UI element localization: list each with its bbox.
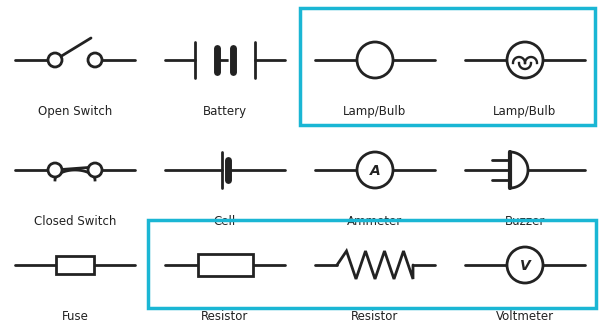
Text: Voltmeter: Voltmeter xyxy=(496,310,554,322)
Text: Open Switch: Open Switch xyxy=(38,105,112,118)
Circle shape xyxy=(357,152,393,188)
Text: V: V xyxy=(520,259,530,273)
Circle shape xyxy=(507,247,543,283)
Circle shape xyxy=(357,42,393,78)
Text: Lamp/Bulb: Lamp/Bulb xyxy=(343,105,407,118)
Text: Buzzer: Buzzer xyxy=(505,215,545,228)
Text: Ammeter: Ammeter xyxy=(347,215,403,228)
Circle shape xyxy=(48,53,62,67)
Circle shape xyxy=(48,163,62,177)
Text: Fuse: Fuse xyxy=(62,310,88,322)
Text: Closed Switch: Closed Switch xyxy=(34,215,116,228)
Text: A: A xyxy=(370,164,380,178)
Circle shape xyxy=(88,53,102,67)
Text: Lamp/Bulb: Lamp/Bulb xyxy=(493,105,557,118)
Circle shape xyxy=(507,42,543,78)
Text: Resistor: Resistor xyxy=(202,310,248,322)
Text: Cell: Cell xyxy=(214,215,236,228)
Circle shape xyxy=(88,163,102,177)
FancyBboxPatch shape xyxy=(56,256,94,274)
Text: Battery: Battery xyxy=(203,105,247,118)
Text: Resistor: Resistor xyxy=(352,310,398,322)
FancyBboxPatch shape xyxy=(198,254,253,276)
